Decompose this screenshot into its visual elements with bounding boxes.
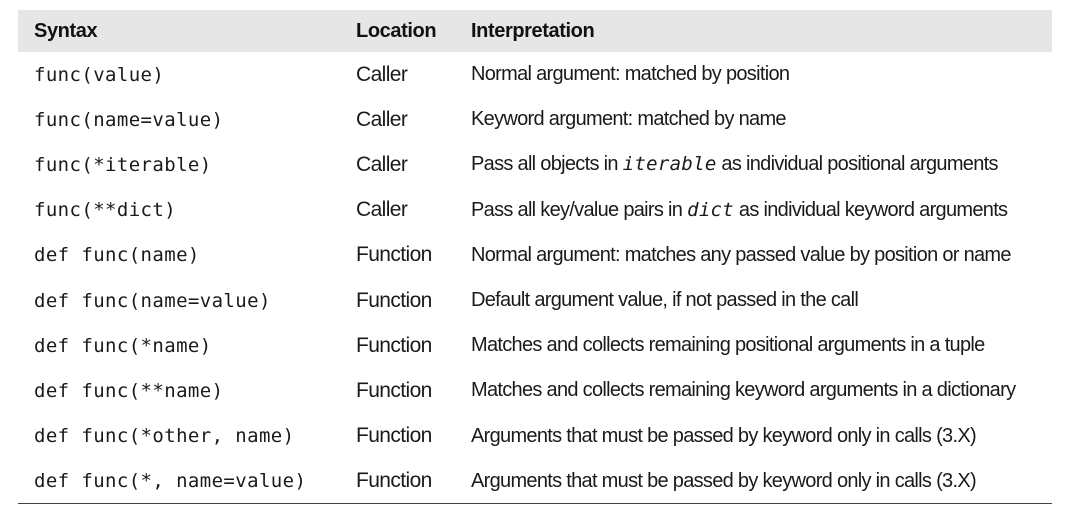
location-cell: Function [356,288,432,312]
interpretation-text: Normal argument: matched by position [471,63,790,86]
location-cell: Caller [356,62,408,86]
interpretation-text: Default argument value, if not passed in… [471,289,859,312]
table-row: def func(name) Function Normal argument:… [18,233,1052,278]
table-row: def func(name=value) Function Default ar… [18,278,1052,323]
location-cell: Function [338,458,453,505]
syntax-cell: def func(*, name=value) [18,458,338,505]
interpretation-cell: Pass all objects in iterable as individu… [453,142,1052,187]
table-row: func(value) Caller Normal argument: matc… [18,52,1052,97]
table-header: Syntax Location Interpretation [18,10,1052,52]
table-row: func(**dict) Caller Pass all key/value p… [18,188,1052,233]
header-row: Syntax Location Interpretation [18,10,1052,52]
interpretation-text: Normal argument: matches any passed valu… [471,243,1012,266]
header-interpretation: Interpretation [471,19,595,42]
table-row: def func(**name) Function Matches and co… [18,368,1052,413]
table-body: func(value) Caller Normal argument: matc… [18,52,1052,505]
interpretation-text-after: as individual positional arguments [716,153,998,176]
interpretation-text: Matches and collects remaining keyword a… [471,379,1016,402]
syntax-cell: def func(**name) [34,379,224,402]
location-cell: Function [356,333,432,357]
syntax-cell: func(name=value) [34,108,224,131]
table-row: def func(*, name=value) Function Argumen… [18,458,1052,505]
syntax-cell: func(*iterable) [34,153,212,176]
interpretation-cell: Normal argument: matched by position [453,52,1052,97]
location-cell: Caller [356,107,408,131]
location-cell: Function [356,424,432,448]
syntax-cell: def func(*name) [34,334,212,357]
interpretation-cell: Default argument value, if not passed in… [453,278,1052,323]
location-cell: Caller [356,152,408,176]
interpretation-code: dict [687,198,735,221]
interpretation-text: Keyword argument: matched by name [471,108,787,131]
interpretation-cell: Arguments that must be passed by keyword… [453,414,1052,459]
header-syntax: Syntax [34,19,98,42]
interpretation-cell: Pass all key/value pairs in dict as indi… [453,188,1052,233]
interpretation-cell: Arguments that must be passed by keyword… [453,458,1052,505]
interpretation-text: Pass all objects in [471,153,623,176]
interpretation-text: Arguments that must be passed by keyword… [471,424,977,447]
argument-matching-table-container: Syntax Location Interpretation func(valu… [18,10,1052,505]
table-row: func(name=value) Caller Keyword argument… [18,97,1052,142]
interpretation-cell: Normal argument: matches any passed valu… [453,233,1052,278]
interpretation-cell: Keyword argument: matched by name [453,97,1052,142]
syntax-cell: def func(*other, name) [34,425,295,448]
interpretation-code: iterable [622,153,717,176]
interpretation-cell: Matches and collects remaining keyword a… [453,368,1052,413]
table-row: def func(*other, name) Function Argument… [18,414,1052,459]
interpretation-cell: Matches and collects remaining positiona… [453,323,1052,368]
location-cell: Function [356,378,432,402]
syntax-cell: func(**dict) [34,199,177,222]
interpretation-text-after: as individual keyword arguments [734,198,1008,221]
interpretation-text: Pass all key/value pairs in [471,198,688,221]
header-location: Location [356,19,437,42]
table-row: def func(*name) Function Matches and col… [18,323,1052,368]
argument-matching-table: Syntax Location Interpretation func(valu… [18,10,1052,505]
location-cell: Function [356,243,432,267]
interpretation-text: Arguments that must be passed by keyword… [471,469,977,492]
interpretation-text: Matches and collects remaining positiona… [471,334,985,357]
syntax-cell: def func(name) [34,244,200,267]
location-cell: Caller [356,198,408,222]
syntax-cell: func(value) [34,63,165,86]
syntax-cell: def func(name=value) [34,289,271,312]
table-row: func(*iterable) Caller Pass all objects … [18,142,1052,187]
